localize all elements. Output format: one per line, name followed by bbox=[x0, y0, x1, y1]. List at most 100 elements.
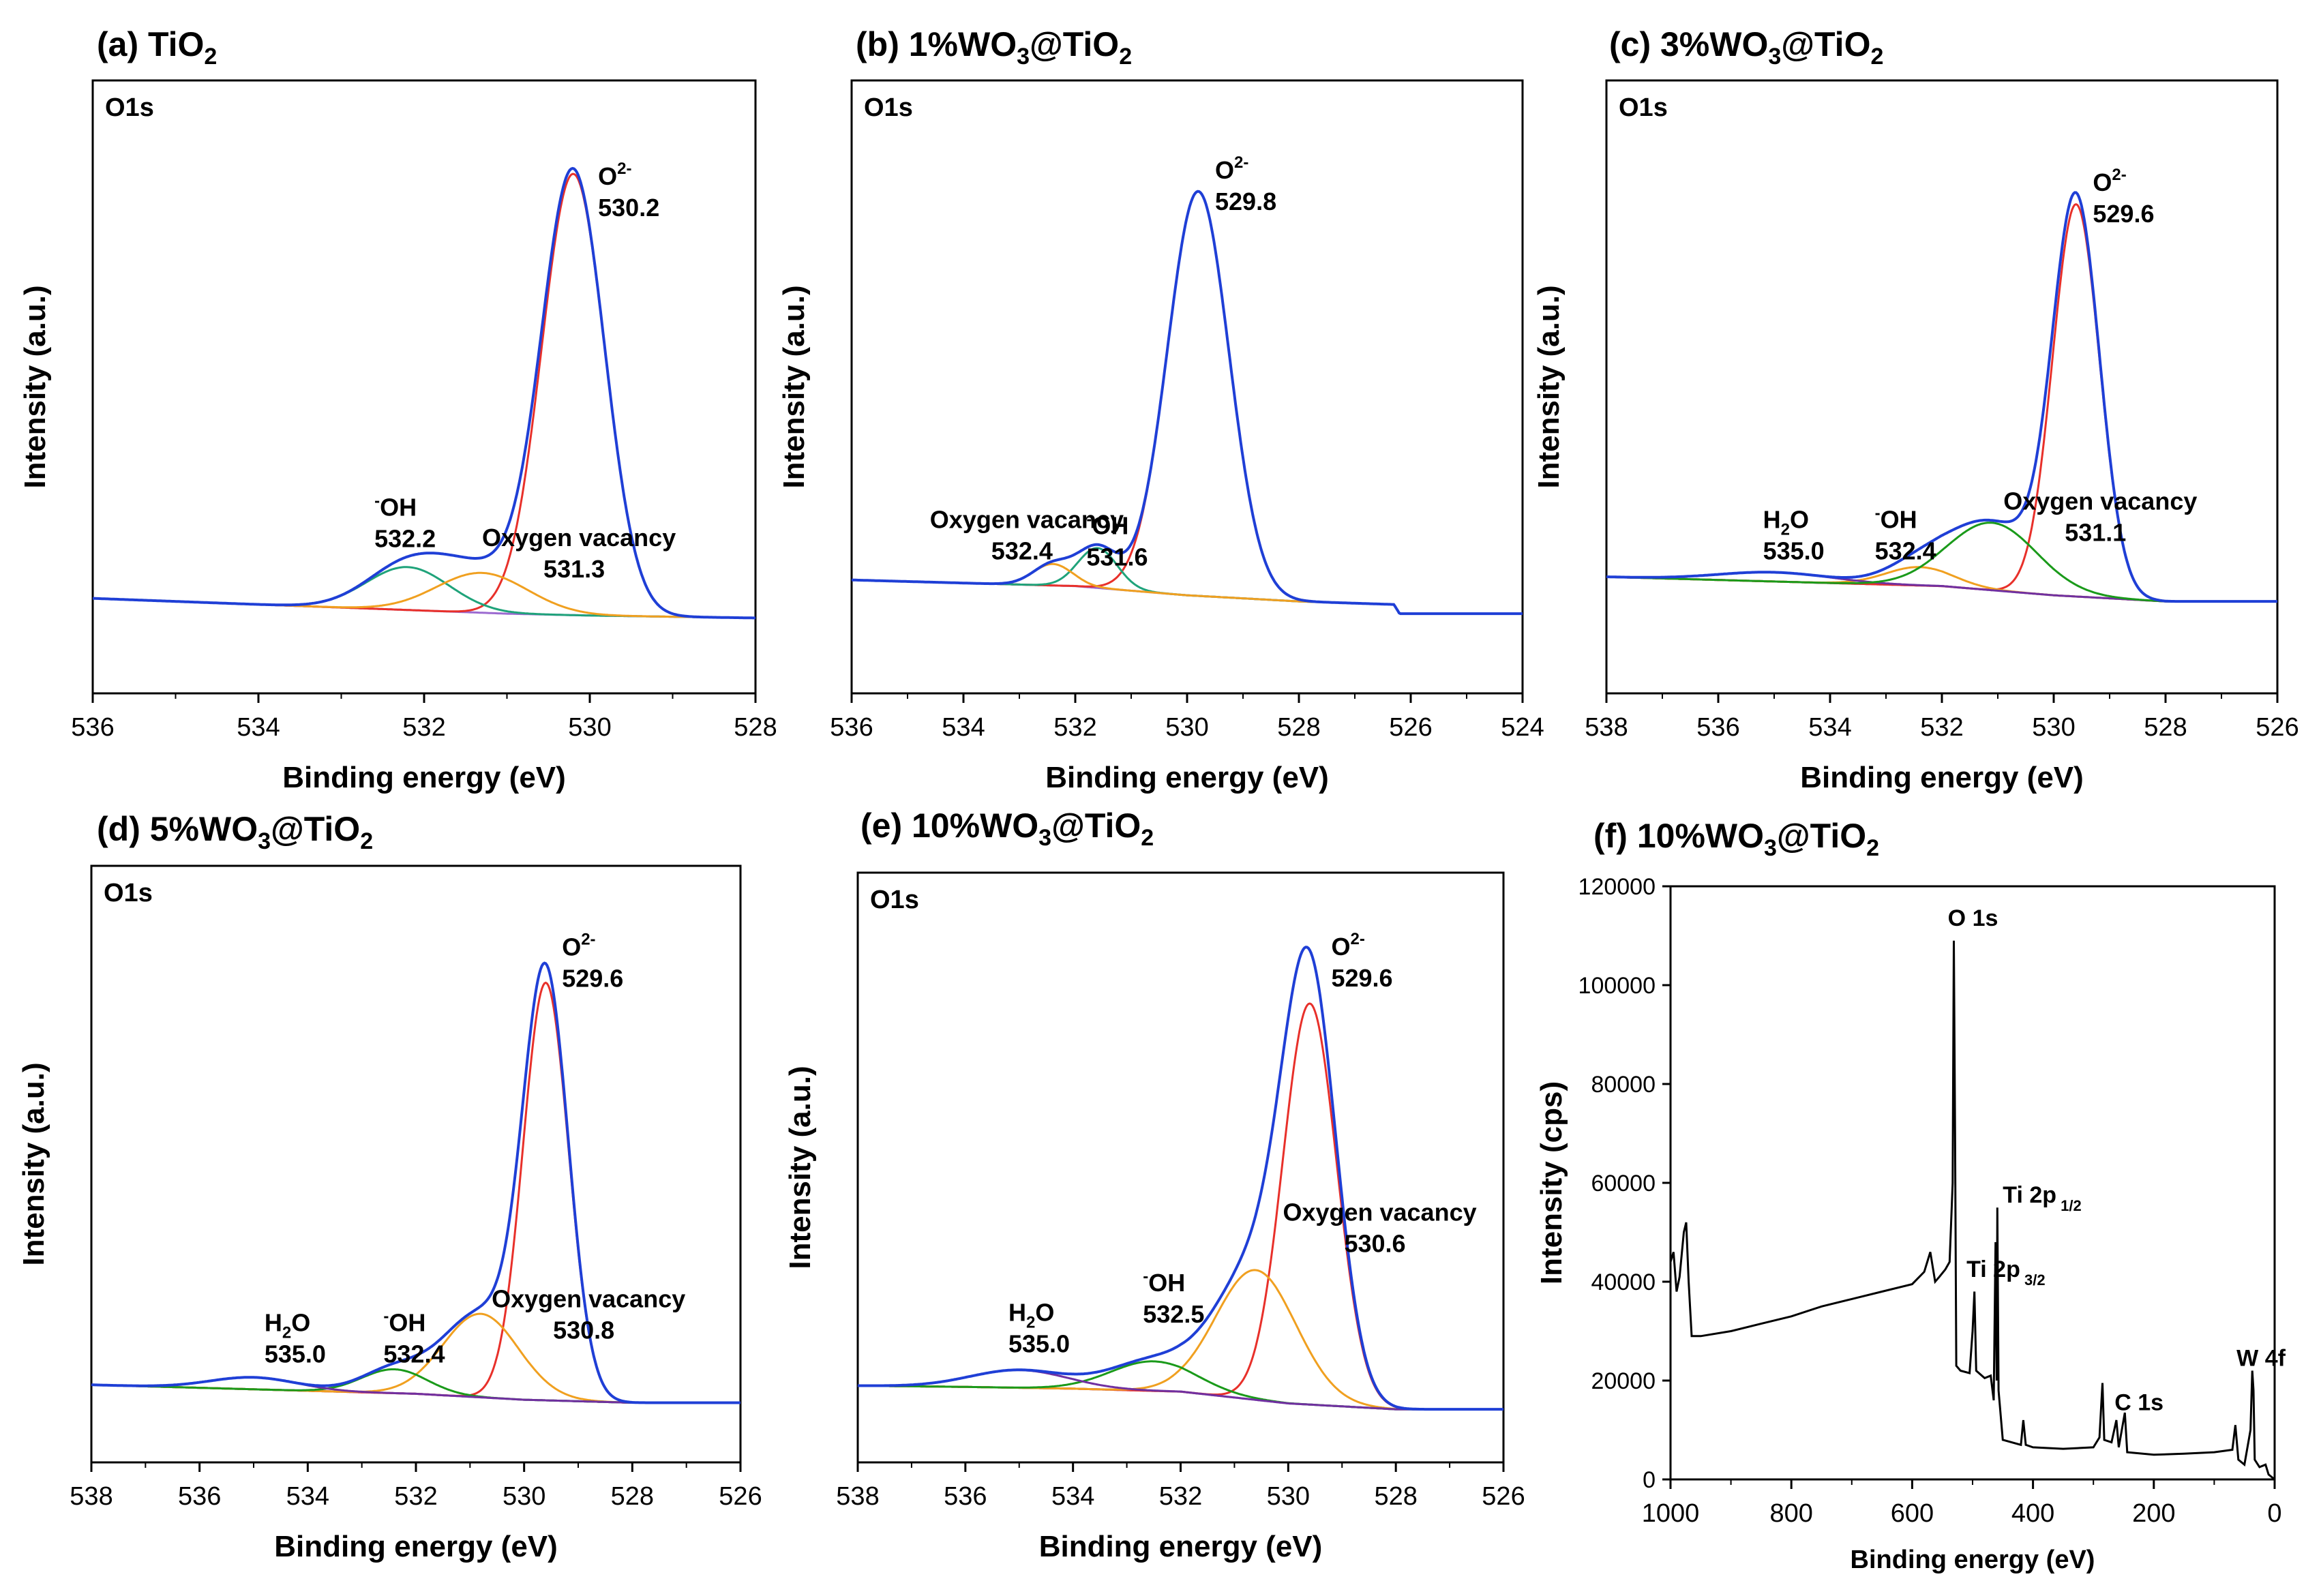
x-tick-label: 530 bbox=[2032, 713, 2075, 742]
x-tick-label: 200 bbox=[2132, 1499, 2175, 1528]
peak-annotation: Oxygen vacancy bbox=[482, 524, 676, 552]
y-axis-label: Intensity (a.u.) bbox=[17, 1062, 50, 1265]
x-tick-label: 528 bbox=[734, 713, 777, 742]
peak-h2o bbox=[1606, 571, 2277, 603]
x-tick-label: 0 bbox=[2267, 1499, 2281, 1528]
background-line bbox=[852, 579, 1523, 615]
panel-a: (a) TiO2 536 534 532 530 528 Binding energy (e… bbox=[18, 25, 777, 794]
panel-c: (c) 3%WO3@TiO2 538 536 534 532 530 528 526 Bindi… bbox=[1532, 25, 2299, 794]
x-tick-label: 800 bbox=[1769, 1499, 1812, 1528]
x-tick-label: 538 bbox=[1585, 713, 1628, 742]
x-tick-label: 526 bbox=[1482, 1482, 1525, 1511]
peak-value: 532.4 bbox=[991, 537, 1053, 564]
plot-frame-b bbox=[850, 79, 1524, 695]
y-tick-label: 60000 bbox=[1591, 1171, 1656, 1196]
panel-title-d: (d) 5%WO3@TiO2 bbox=[97, 810, 373, 854]
x-tick-label: 528 bbox=[2144, 713, 2187, 742]
peak-value: 532.4 bbox=[383, 1340, 445, 1368]
peak-value: 532.5 bbox=[1143, 1300, 1204, 1328]
region-label: O1s bbox=[864, 93, 913, 122]
x-tick-label: 532 bbox=[1159, 1482, 1202, 1511]
peak-annotation: -OH bbox=[1875, 504, 1917, 533]
peak-annotation: O2- bbox=[1215, 153, 1248, 184]
plot-frame-e bbox=[856, 871, 1505, 1464]
y-tick-label: 40000 bbox=[1591, 1269, 1656, 1295]
y-axis-label: Intensity (a.u.) bbox=[1532, 285, 1566, 488]
peak-annotation: Oxygen vacancy bbox=[930, 505, 1124, 533]
peak-value: 530.6 bbox=[1344, 1229, 1405, 1257]
background-line bbox=[857, 1385, 1503, 1411]
plot-frame-f bbox=[1669, 885, 2276, 1481]
peak-value: 530.8 bbox=[553, 1316, 614, 1344]
x-tick-label: 534 bbox=[1808, 713, 1851, 742]
peak-annotation: Oxygen vacancy bbox=[492, 1285, 685, 1313]
x-tick-label: 528 bbox=[1374, 1482, 1417, 1511]
peak-o2 bbox=[1606, 202, 2277, 603]
region-label: O1s bbox=[104, 879, 153, 907]
peak-value: 529.6 bbox=[2093, 200, 2154, 228]
y-axis-label: Intensity (a.u.) bbox=[777, 285, 811, 488]
peak-value: 535.0 bbox=[1008, 1329, 1070, 1357]
envelope-line bbox=[93, 166, 755, 620]
x-tick-label: 530 bbox=[1165, 713, 1208, 742]
x-tick-label: 536 bbox=[830, 713, 873, 742]
peak-annotation: Oxygen vacancy bbox=[2003, 487, 2197, 515]
x-tick-label: 532 bbox=[394, 1482, 437, 1511]
panel-title-c: (c) 3%WO3@TiO2 bbox=[1609, 25, 1883, 70]
x-tick-label: 524 bbox=[1501, 713, 1544, 742]
region-label: O1s bbox=[870, 886, 919, 914]
x-axis-label: Binding energy (eV) bbox=[1800, 761, 2084, 794]
x-tick-label: 534 bbox=[1051, 1482, 1094, 1511]
peak-annotation: O 1s bbox=[1948, 905, 1998, 931]
peak-value: 531.1 bbox=[2065, 518, 2126, 546]
panel-title-b: (b) 1%WO3@TiO2 bbox=[856, 25, 1132, 70]
x-axis-label: Binding energy (eV) bbox=[274, 1530, 558, 1563]
y-axis-label: Intensity (cps) bbox=[1535, 1081, 1568, 1284]
peak-oxygenvacancy bbox=[852, 562, 1523, 615]
envelope-line bbox=[857, 946, 1503, 1411]
y-tick-label: 80000 bbox=[1591, 1072, 1656, 1098]
x-tick-label: 400 bbox=[2011, 1499, 2054, 1528]
x-tick-label: 536 bbox=[1696, 713, 1739, 742]
envelope-line bbox=[852, 190, 1523, 616]
x-tick-label: 528 bbox=[611, 1482, 654, 1511]
peak-annotation: O2- bbox=[1331, 930, 1364, 961]
x-tick-label: 526 bbox=[2256, 713, 2298, 742]
peak-annotation: -OH bbox=[374, 492, 417, 521]
peak-annotation: Ti 2p 1/2 bbox=[2003, 1182, 2081, 1214]
x-tick-label: 536 bbox=[944, 1482, 987, 1511]
x-tick-label: 1000 bbox=[1642, 1499, 1700, 1528]
envelope-line bbox=[1606, 191, 2277, 603]
peak-annotation: -OH bbox=[1143, 1267, 1185, 1297]
y-tick-label: 100000 bbox=[1578, 973, 1656, 999]
peak-value: 529.6 bbox=[562, 964, 623, 992]
panel-title-f: (f) 10%WO3@TiO2 bbox=[1593, 817, 1879, 861]
peak-h2o bbox=[857, 1369, 1503, 1411]
x-tick-label: 538 bbox=[836, 1482, 879, 1511]
y-axis-label: Intensity (a.u.) bbox=[18, 285, 52, 488]
x-tick-label: 534 bbox=[237, 713, 280, 742]
peak-annotation: O2- bbox=[2093, 166, 2126, 196]
survey-spectrum bbox=[1669, 940, 2275, 1481]
panel-f: (f) 10%WO3@TiO2 1000 800 600 400 200 0 Binding … bbox=[1535, 817, 2286, 1574]
x-tick-label: 530 bbox=[503, 1482, 545, 1511]
x-axis-label: Binding energy (eV) bbox=[1851, 1546, 2095, 1574]
peak-value: 529.6 bbox=[1331, 964, 1392, 992]
peak-annotation: O2- bbox=[598, 160, 631, 190]
x-tick-label: 526 bbox=[719, 1482, 762, 1511]
peak-value: 532.2 bbox=[374, 524, 436, 552]
region-label: O1s bbox=[1619, 93, 1668, 122]
x-tick-label: 526 bbox=[1389, 713, 1432, 742]
x-tick-label: 530 bbox=[1267, 1482, 1310, 1511]
x-tick-label: 536 bbox=[178, 1482, 221, 1511]
peak-annotation: H2O bbox=[1763, 505, 1809, 539]
x-tick-label: 538 bbox=[70, 1482, 113, 1511]
y-tick-label: 120000 bbox=[1578, 874, 1656, 900]
peak-value: 535.0 bbox=[265, 1340, 326, 1368]
peak-oh bbox=[852, 547, 1523, 615]
panel-d: (d) 5%WO3@TiO2 538 536 534 532 530 528 526 Bindi… bbox=[17, 810, 762, 1563]
x-tick-label: 532 bbox=[1053, 713, 1096, 742]
x-tick-label: 536 bbox=[71, 713, 114, 742]
x-tick-label: 528 bbox=[1277, 713, 1320, 742]
